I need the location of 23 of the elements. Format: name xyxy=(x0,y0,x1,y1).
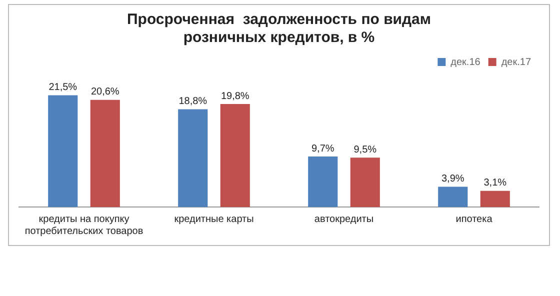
x-tick-label: кредиты на покупку потребительских товаров xyxy=(24,214,144,237)
bar xyxy=(178,109,208,207)
bar xyxy=(220,104,250,207)
chart-title: Просроченная задолженность по видам розничных кредитов, в % xyxy=(127,11,431,46)
data-label: 18,8% xyxy=(178,96,208,107)
x-tick-label: кредитные карты xyxy=(174,214,254,225)
data-label: 9,5% xyxy=(354,144,377,156)
bar xyxy=(480,190,510,207)
x-tick-label: автокредиты xyxy=(314,214,374,225)
data-label: 3,9% xyxy=(441,173,464,184)
bar xyxy=(90,100,120,207)
bar xyxy=(48,95,78,207)
bar xyxy=(350,158,380,207)
x-tick-label: ипотека xyxy=(456,214,493,225)
data-label: 3,1% xyxy=(484,178,507,189)
data-label: 9,7% xyxy=(311,143,334,154)
legend-label: дек.16 xyxy=(450,56,481,68)
bar xyxy=(438,186,468,207)
data-label: 21,5% xyxy=(48,82,78,93)
bar xyxy=(308,156,338,207)
legend-label: дек.17 xyxy=(501,56,532,68)
data-label: 20,6% xyxy=(90,86,120,98)
data-label: 19,8% xyxy=(220,90,250,102)
